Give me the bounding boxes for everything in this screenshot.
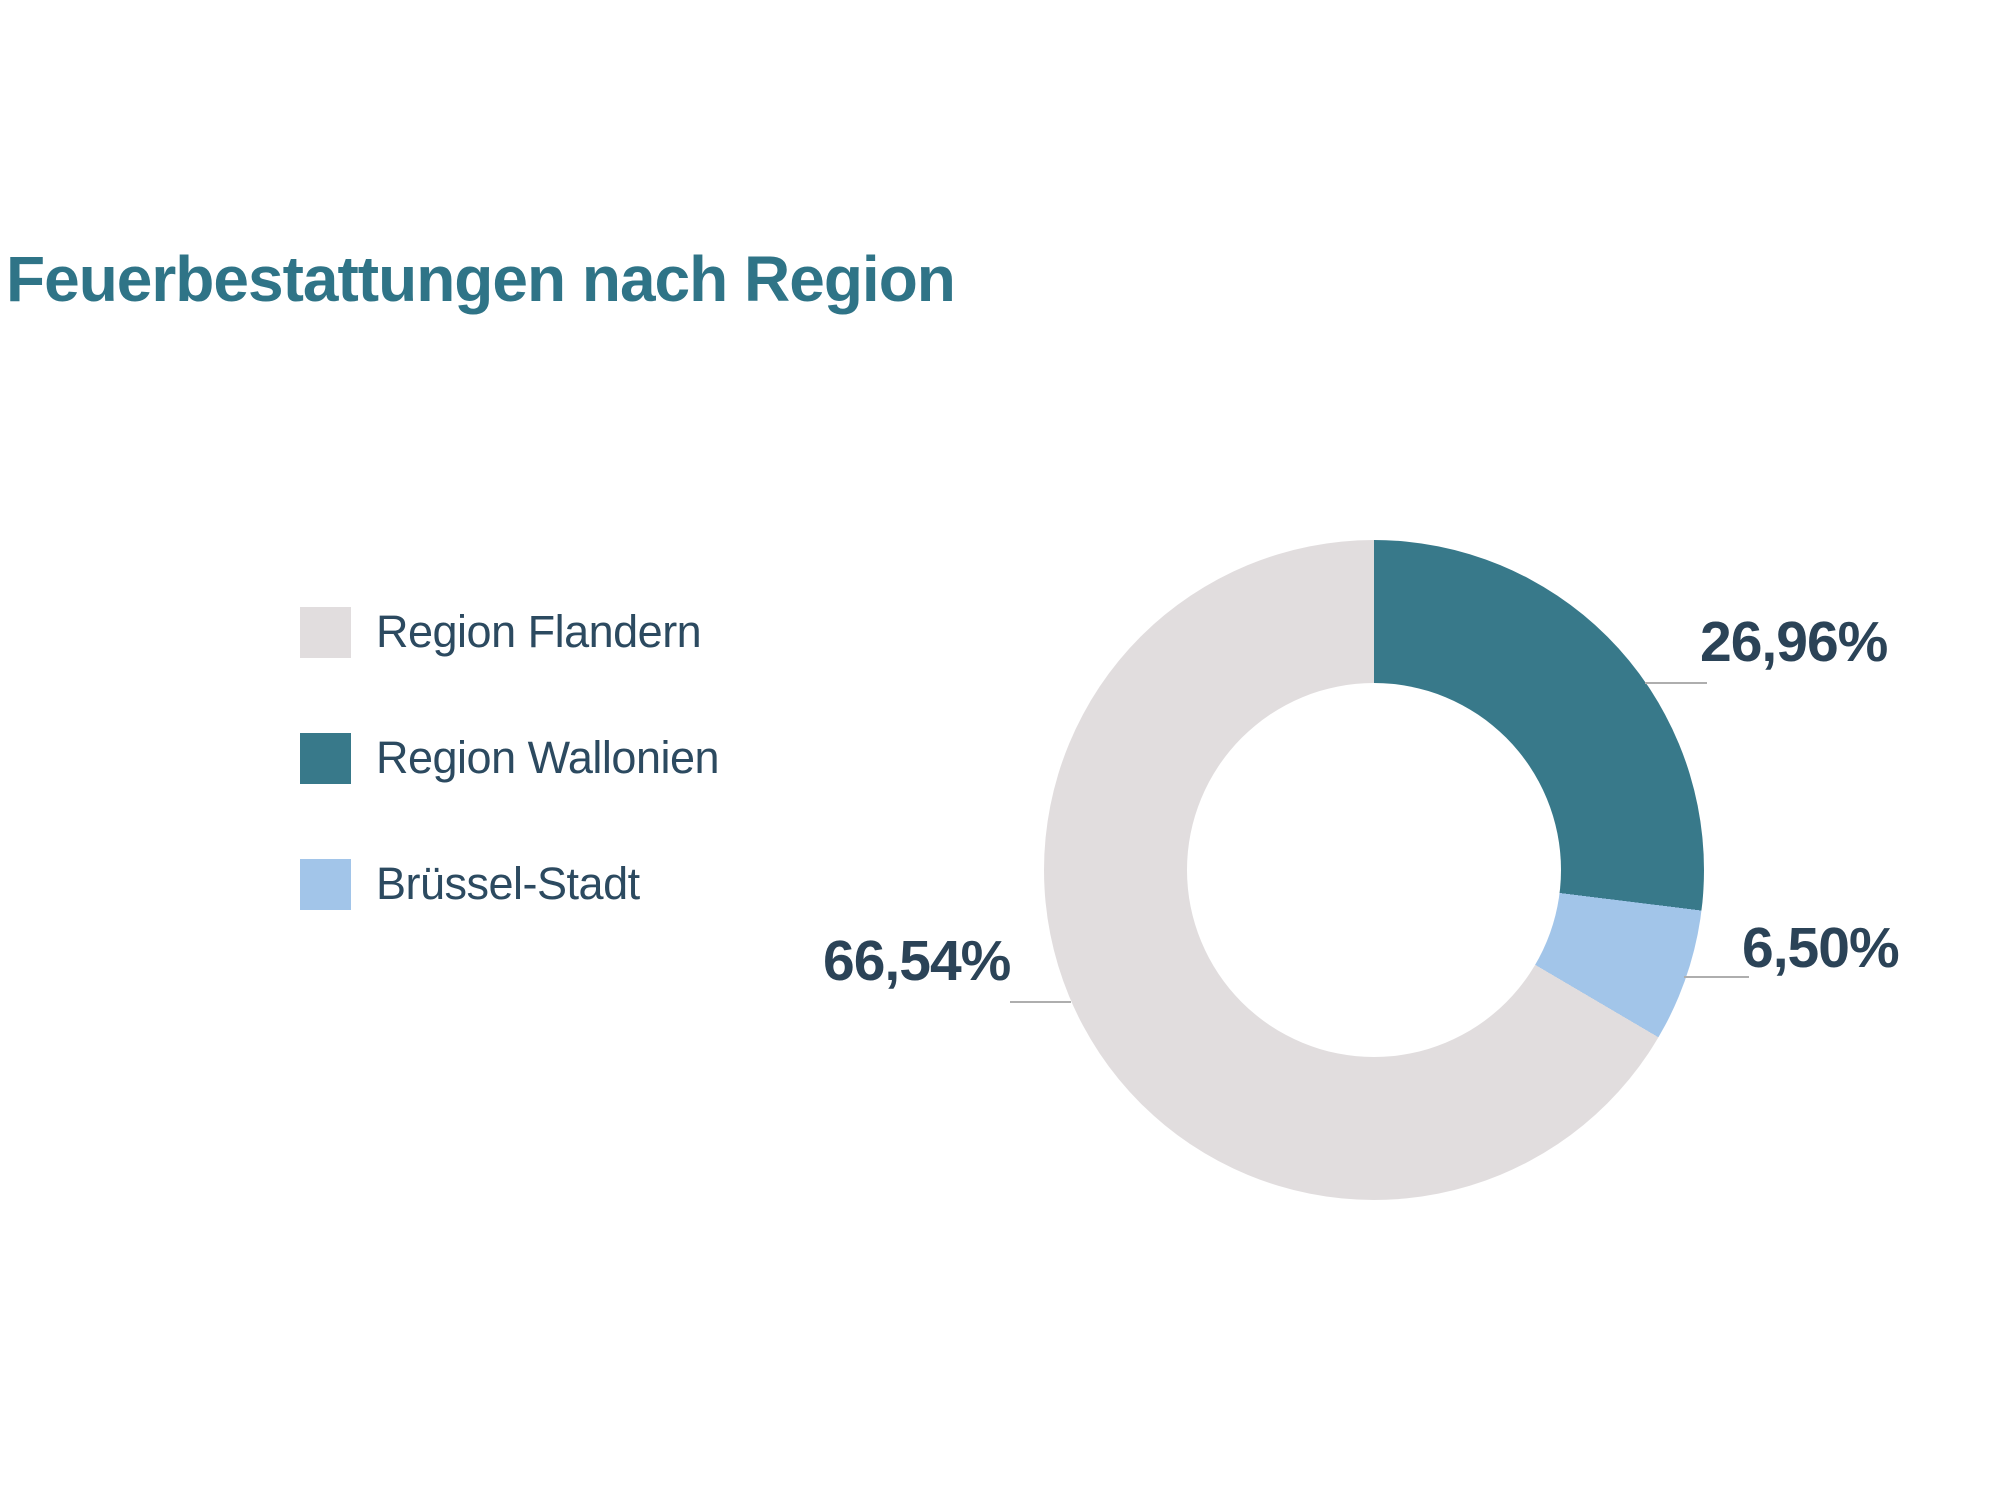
chart-title: Feuerbestattungen nach Region [6, 243, 956, 315]
legend-label-bruessel: Brüssel-Stadt [376, 858, 640, 909]
legend-swatch-bruessel [300, 858, 351, 910]
legend-item-flandern: Region Flandern [300, 606, 702, 658]
leader-line-bruessel [1684, 976, 1749, 978]
slice-value-label-bruessel: 6,50% [1742, 916, 1900, 980]
leader-line-wallonien [1645, 682, 1707, 684]
legend-swatch-wallonien [300, 732, 351, 784]
donut-chart [1044, 540, 1704, 1200]
legend-label-wallonien: Region Wallonien [376, 732, 720, 783]
slice-value-label-flandern: 66,54% [823, 929, 1011, 993]
legend-item-bruessel: Brüssel-Stadt [300, 858, 640, 910]
slice-value-label-wallonien: 26,96% [1700, 610, 1888, 674]
leader-line-flandern [1010, 1001, 1071, 1003]
legend-label-flandern: Region Flandern [376, 606, 702, 657]
legend-item-wallonien: Region Wallonien [300, 732, 720, 784]
legend-swatch-flandern [300, 606, 351, 658]
donut-hole [1187, 683, 1561, 1057]
